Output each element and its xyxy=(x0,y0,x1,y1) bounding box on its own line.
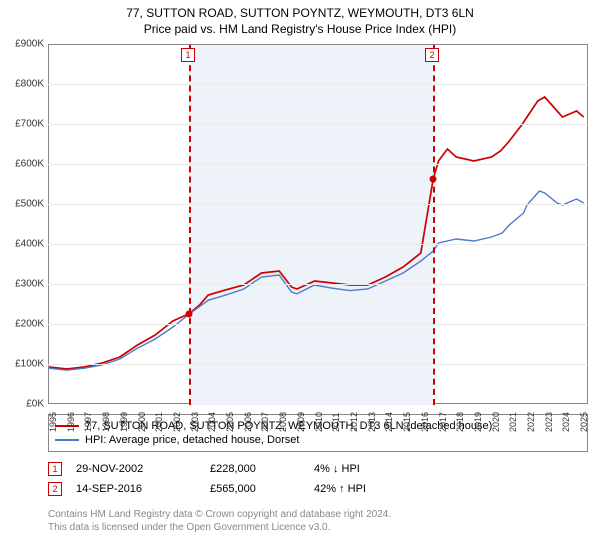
y-axis-tick-label: £0K xyxy=(26,399,44,410)
x-axis-tick-label: 2009 xyxy=(296,412,306,432)
y-axis-tick-label: £500K xyxy=(15,199,44,210)
y-axis-tick-label: £100K xyxy=(15,359,44,370)
transaction-row: 1 29-NOV-2002 £228,000 4% ↓ HPI xyxy=(48,459,588,479)
legend-swatch xyxy=(55,439,79,441)
y-axis-tick-label: £300K xyxy=(15,279,44,290)
x-axis-tick-label: 2004 xyxy=(207,412,217,432)
chart-title: 77, SUTTON ROAD, SUTTON POYNTZ, WEYMOUTH… xyxy=(0,6,600,20)
gridline xyxy=(48,364,588,365)
x-axis-tick-label: 2008 xyxy=(278,412,288,432)
footer-attribution: Contains HM Land Registry data © Crown c… xyxy=(48,508,588,534)
marker-label-box: 2 xyxy=(425,48,439,62)
gridline xyxy=(48,244,588,245)
x-axis-tick-label: 2022 xyxy=(526,412,536,432)
y-axis-tick-label: £900K xyxy=(15,39,44,50)
gridline xyxy=(48,284,588,285)
y-axis-tick-label: £400K xyxy=(15,239,44,250)
x-axis-tick-label: 2007 xyxy=(260,412,270,432)
marker-guideline xyxy=(189,45,191,405)
y-axis-tick-label: £700K xyxy=(15,119,44,130)
gridline xyxy=(48,124,588,125)
x-axis-tick-label: 1996 xyxy=(66,412,76,432)
x-axis-tick-label: 1999 xyxy=(119,412,129,432)
transaction-date: 29-NOV-2002 xyxy=(76,463,196,475)
x-axis-tick-label: 2011 xyxy=(331,413,341,432)
x-axis-tick-label: 2015 xyxy=(402,412,412,432)
x-axis-tick-label: 1995 xyxy=(48,412,58,432)
marker-label-box: 1 xyxy=(181,48,195,62)
x-axis-tick-label: 2016 xyxy=(420,412,430,432)
chart-svg xyxy=(49,45,589,405)
gridline xyxy=(48,204,588,205)
x-axis-tick-label: 2001 xyxy=(154,412,164,432)
x-axis-tick-label: 2021 xyxy=(508,412,518,432)
x-axis-tick-label: 2019 xyxy=(473,412,483,432)
x-axis-tick-label: 2006 xyxy=(243,412,253,432)
y-axis-tick-label: £200K xyxy=(15,319,44,330)
x-axis-tick-label: 2003 xyxy=(190,412,200,432)
x-axis-tick-label: 2025 xyxy=(579,412,589,432)
marker-dot xyxy=(186,310,193,317)
transaction-id-box: 2 xyxy=(48,482,62,496)
transaction-pct: 42% ↑ HPI xyxy=(314,483,366,495)
transaction-price: £565,000 xyxy=(210,483,300,495)
transaction-price: £228,000 xyxy=(210,463,300,475)
x-axis-tick-label: 2020 xyxy=(491,412,501,432)
x-axis-tick-label: 1997 xyxy=(83,412,93,432)
x-axis-tick-label: 2005 xyxy=(225,412,235,432)
gridline xyxy=(48,84,588,85)
chart-subtitle: Price paid vs. HM Land Registry's House … xyxy=(0,22,600,36)
x-axis-tick-label: 2018 xyxy=(455,412,465,432)
x-axis-tick-label: 2013 xyxy=(367,412,377,432)
legend-row: HPI: Average price, detached house, Dors… xyxy=(55,433,581,447)
transaction-id-box: 1 xyxy=(48,462,62,476)
x-axis-tick-label: 2002 xyxy=(172,412,182,432)
marker-dot xyxy=(430,176,437,183)
transaction-pct: 4% ↓ HPI xyxy=(314,463,360,475)
x-axis-tick-label: 2023 xyxy=(544,412,554,432)
transaction-row: 2 14-SEP-2016 £565,000 42% ↑ HPI xyxy=(48,479,588,499)
y-axis-tick-label: £600K xyxy=(15,159,44,170)
marker-guideline xyxy=(433,45,435,405)
x-axis-tick-label: 2017 xyxy=(438,412,448,432)
x-axis-tick-label: 1998 xyxy=(101,412,111,432)
legend-label: HPI: Average price, detached house, Dors… xyxy=(85,434,299,446)
x-axis-tick-label: 2014 xyxy=(384,412,394,432)
attribution-line-1: Contains HM Land Registry data © Crown c… xyxy=(48,508,588,521)
gridline xyxy=(48,164,588,165)
transaction-date: 14-SEP-2016 xyxy=(76,483,196,495)
x-axis-tick-label: 2012 xyxy=(349,412,359,432)
series-line-subject xyxy=(49,97,584,369)
x-axis-tick-label: 2000 xyxy=(137,412,147,432)
x-axis-tick-label: 2024 xyxy=(561,412,571,432)
gridline xyxy=(48,324,588,325)
x-axis-tick-label: 2010 xyxy=(314,412,324,432)
y-axis-tick-label: £800K xyxy=(15,79,44,90)
plot-area xyxy=(48,44,588,404)
attribution-line-2: This data is licensed under the Open Gov… xyxy=(48,521,588,534)
transaction-table: 1 29-NOV-2002 £228,000 4% ↓ HPI 2 14-SEP-2016… xyxy=(48,459,588,499)
